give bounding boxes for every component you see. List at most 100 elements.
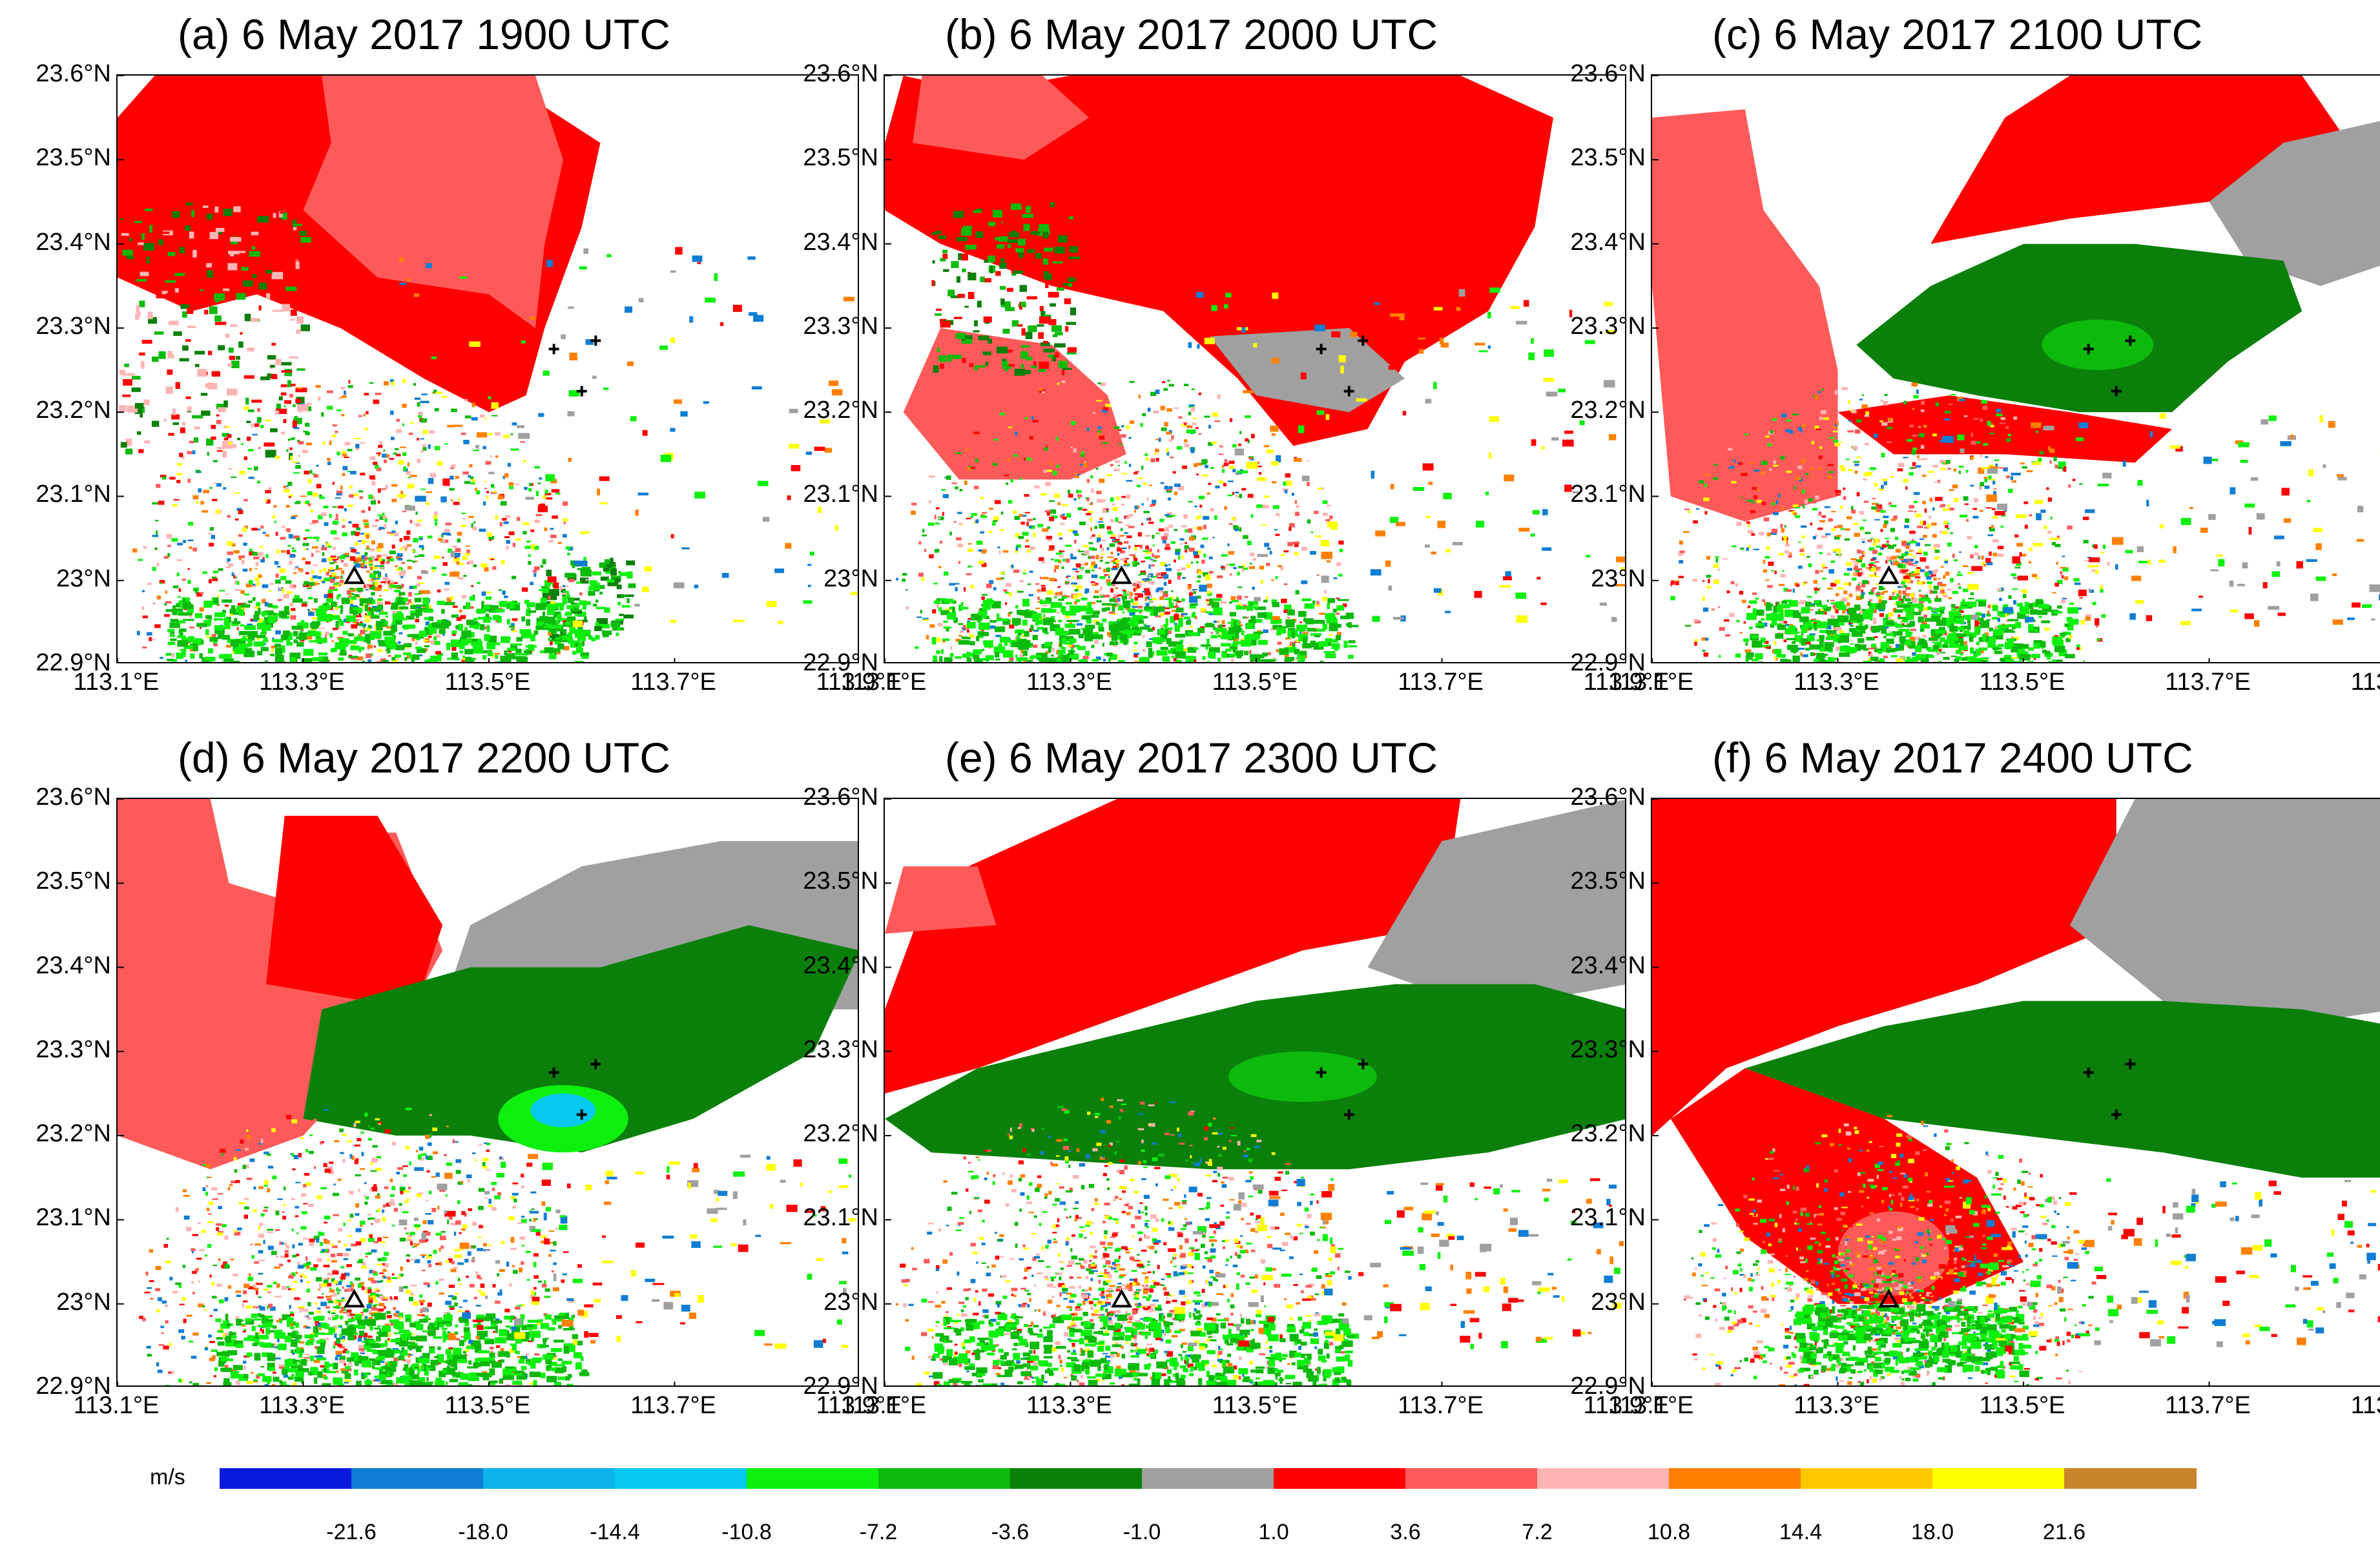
y-tick-label: 23.6°N: [1570, 783, 1646, 811]
y-tick-label: 23.3°N: [36, 1035, 111, 1063]
echo-scatter-east-c: [1931, 413, 2380, 627]
y-tick-label: 23.2°N: [1570, 1120, 1646, 1148]
x-tick-label: 113.3°E: [1026, 669, 1112, 696]
station-marker-3: [576, 1109, 587, 1120]
y-tick-label: 23.5°N: [36, 144, 111, 172]
station-marker-2: [590, 335, 601, 346]
panel-title-c: (c) 6 May 2017 2100 UTC: [1712, 10, 2203, 58]
echo-cyan-d: [530, 1094, 596, 1128]
station-marker-1: [2083, 344, 2094, 355]
echo-pink-w-b: [903, 327, 1126, 480]
station-marker-3: [2111, 1109, 2122, 1120]
colorbar-unit-label: m/s: [150, 1465, 185, 1489]
y-tick-label: 23.2°N: [36, 1120, 111, 1148]
echo-dgreen-d: [303, 925, 858, 1153]
y-tick-label: 23.1°N: [1570, 481, 1646, 508]
echo-green-south-e: [932, 1312, 1360, 1385]
y-tick-label: 23.3°N: [803, 312, 878, 340]
x-tick-label: 113.3°E: [1794, 1392, 1879, 1419]
colorbar-swatch: [1274, 1468, 1406, 1489]
map-panel-b: [884, 74, 1626, 663]
colorbar-tick-label: -18.0: [458, 1520, 508, 1544]
y-tick-label: 23.5°N: [1570, 867, 1646, 895]
colorbar-tick-label: 21.6: [2042, 1520, 2086, 1544]
velocity-field-c: [1652, 76, 2380, 662]
colorbar-swatch: [747, 1468, 879, 1489]
y-tick-label: 23.6°N: [803, 60, 878, 87]
y-tick-label: 23.2°N: [1570, 397, 1646, 424]
station-marker-2: [2125, 1059, 2136, 1070]
x-tick-label: 113.5°E: [1212, 669, 1298, 696]
station-marker-1: [548, 1067, 559, 1078]
echo-green-south-a: [165, 597, 591, 662]
y-tick-label: 23.1°N: [803, 1204, 878, 1232]
colorbar-tick-label: -14.4: [590, 1520, 640, 1544]
colorbar-tick-label: -7.2: [859, 1520, 898, 1544]
x-tick-label: 113.1°E: [73, 1392, 160, 1419]
station-marker-3: [1343, 386, 1354, 397]
echo-gray-c: [2209, 121, 2380, 286]
x-tick-label: 113.3°E: [1026, 1392, 1112, 1419]
y-tick-label: 23.1°N: [36, 481, 111, 508]
x-tick-label: 113.3°E: [259, 669, 345, 696]
echo-red-n-c: [1930, 76, 2349, 244]
y-tick-label: 23.4°N: [803, 228, 878, 256]
station-marker-2: [590, 1059, 601, 1070]
station-marker-2: [1358, 335, 1369, 346]
station-marker-3: [1343, 1109, 1354, 1120]
x-tick-label: 113.9°E: [2350, 669, 2380, 696]
colorbar-swatch: [483, 1468, 616, 1489]
radar-site-triangle: [344, 565, 365, 585]
colorbar-swatch: [1142, 1468, 1274, 1489]
colorbar-swatch: [878, 1468, 1011, 1489]
colorbar-tick-label: -10.8: [721, 1520, 772, 1544]
y-tick-label: 22.9°N: [36, 1373, 111, 1400]
echo-pink-nw-b: [913, 76, 1090, 160]
x-tick-label: 113.1°E: [840, 669, 927, 696]
echo-speckle-nw-a: [119, 202, 312, 461]
station-marker-1: [1316, 344, 1327, 355]
echo-pink-e: [885, 866, 997, 934]
y-tick-label: 23.4°N: [803, 951, 878, 979]
echo-scatter-east-f: [1938, 1178, 2380, 1352]
velocity-field-f: [1652, 799, 2380, 1385]
map-panel-a: [116, 74, 859, 663]
x-tick-label: 113.7°E: [630, 1392, 716, 1419]
echo-red-b: [885, 76, 1553, 446]
colorbar-swatch: [1010, 1468, 1143, 1489]
x-tick-label: 113.7°E: [2165, 1392, 2251, 1419]
radar-site-triangle: [344, 1289, 365, 1308]
y-tick-label: 23°N: [823, 1288, 878, 1316]
map-panel-c: [1651, 74, 2380, 663]
radar-site-triangle: [1878, 1289, 1899, 1308]
echo-pink-a: [303, 76, 563, 328]
x-tick-label: 113.9°E: [1583, 1392, 1670, 1419]
y-tick-label: 23.5°N: [36, 867, 111, 895]
echo-green-south-f: [1792, 1304, 2032, 1379]
radar-clutter-a: [132, 379, 583, 662]
echo-mgreen-c: [2042, 319, 2154, 370]
panel-title-f: (f) 6 May 2017 2400 UTC: [1712, 734, 2193, 782]
velocity-field-a: [118, 76, 858, 662]
echo-mgreen-e: [1228, 1051, 1377, 1103]
radar-clutter-e: [895, 1097, 1350, 1385]
echo-scatter-east-b: [1166, 287, 1625, 623]
radar-site-triangle: [1111, 565, 1132, 585]
map-panel-f: [1651, 798, 2380, 1387]
colorbar-swatch: [1932, 1468, 2065, 1489]
echo-gray-e: [1367, 799, 1625, 1001]
station-marker-1: [2083, 1067, 2094, 1078]
colorbar-tick-label: 3.6: [1390, 1520, 1421, 1544]
radar-site-triangle: [1878, 565, 1899, 585]
colorbar-swatch: [615, 1468, 747, 1489]
panel-title-d: (d) 6 May 2017 2200 UTC: [178, 734, 671, 782]
velocity-field-e: [885, 799, 1625, 1385]
y-tick-label: 23.1°N: [1570, 1204, 1646, 1232]
echo-speckle-nw-b: [931, 202, 1081, 376]
y-tick-label: 23°N: [823, 565, 878, 592]
x-tick-label: 113.5°E: [444, 1392, 531, 1419]
echo-scatter-east-d: [397, 1154, 856, 1349]
map-panel-d: [116, 798, 859, 1387]
y-tick-label: 23°N: [1591, 1288, 1646, 1316]
